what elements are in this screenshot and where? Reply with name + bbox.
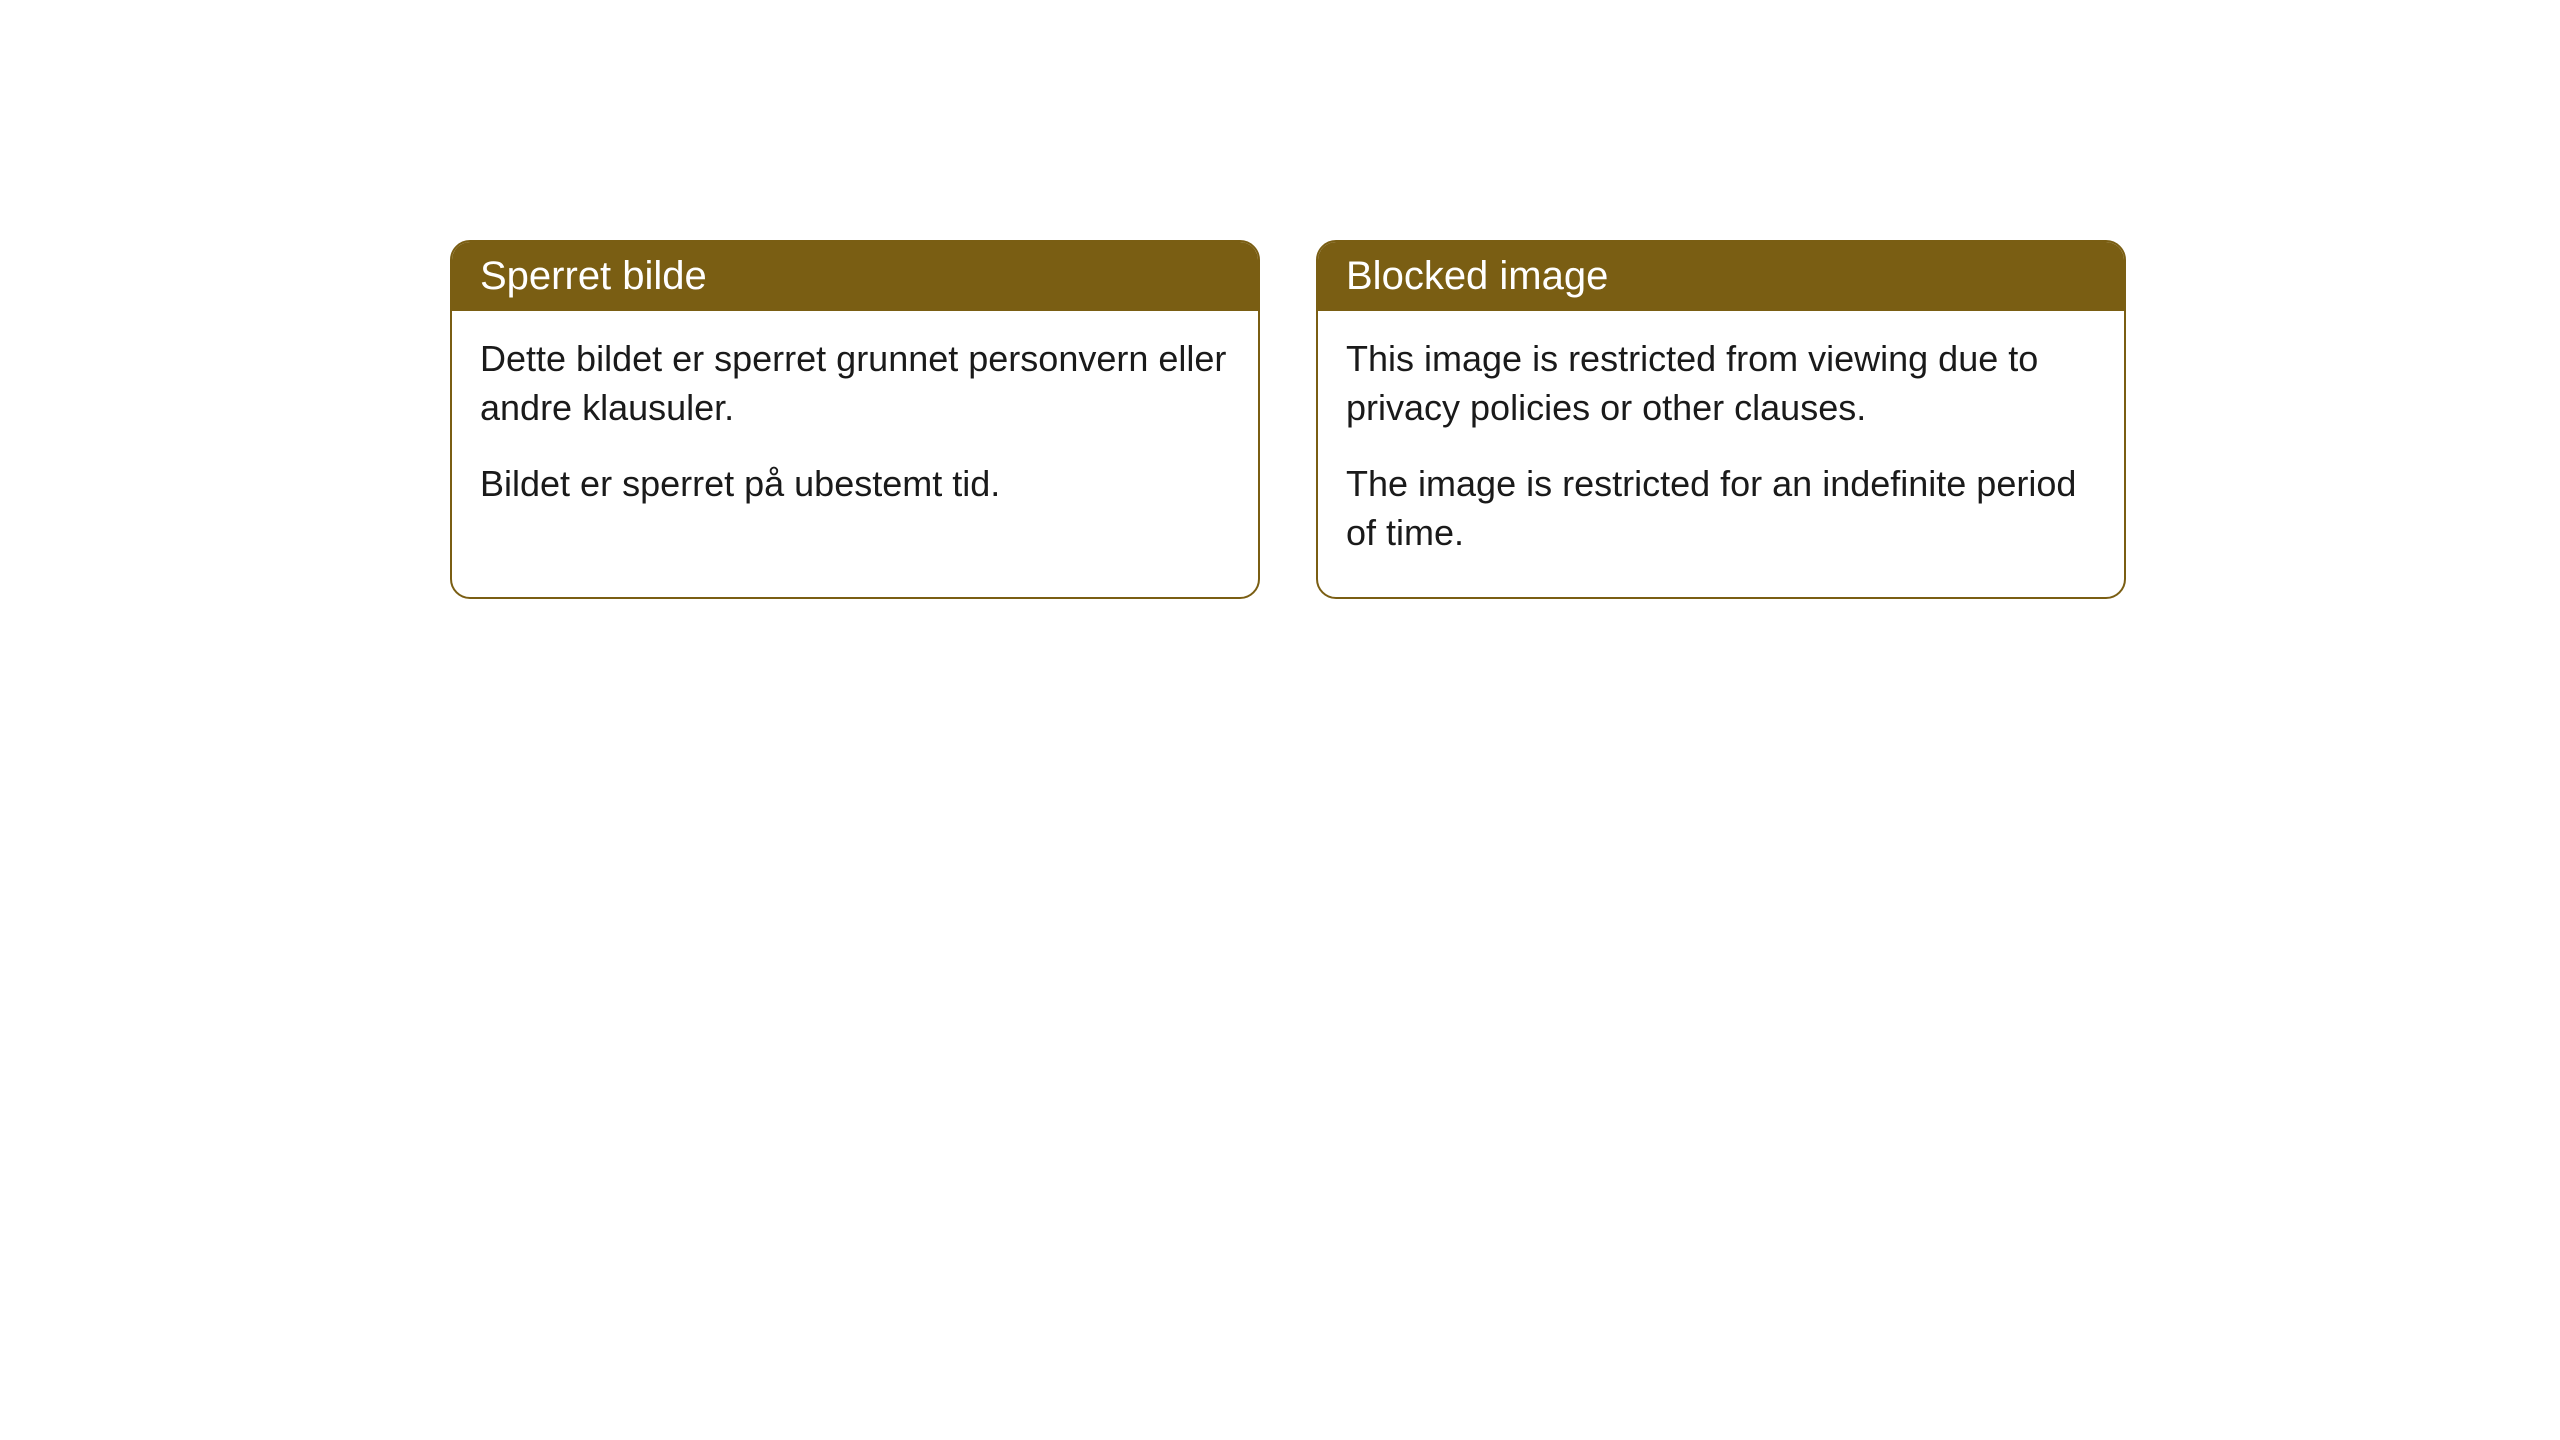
card-body-english: This image is restricted from viewing du… xyxy=(1318,311,2124,597)
notice-cards-container: Sperret bilde Dette bildet er sperret gr… xyxy=(450,240,2560,599)
notice-text-paragraph: The image is restricted for an indefinit… xyxy=(1346,460,2096,557)
blocked-image-card-norwegian: Sperret bilde Dette bildet er sperret gr… xyxy=(450,240,1260,599)
card-title: Blocked image xyxy=(1346,254,1608,298)
card-title: Sperret bilde xyxy=(480,254,707,298)
card-header-norwegian: Sperret bilde xyxy=(452,242,1258,311)
notice-text-paragraph: Dette bildet er sperret grunnet personve… xyxy=(480,335,1230,432)
blocked-image-card-english: Blocked image This image is restricted f… xyxy=(1316,240,2126,599)
card-header-english: Blocked image xyxy=(1318,242,2124,311)
card-body-norwegian: Dette bildet er sperret grunnet personve… xyxy=(452,311,1258,549)
notice-text-paragraph: This image is restricted from viewing du… xyxy=(1346,335,2096,432)
notice-text-paragraph: Bildet er sperret på ubestemt tid. xyxy=(480,460,1230,509)
